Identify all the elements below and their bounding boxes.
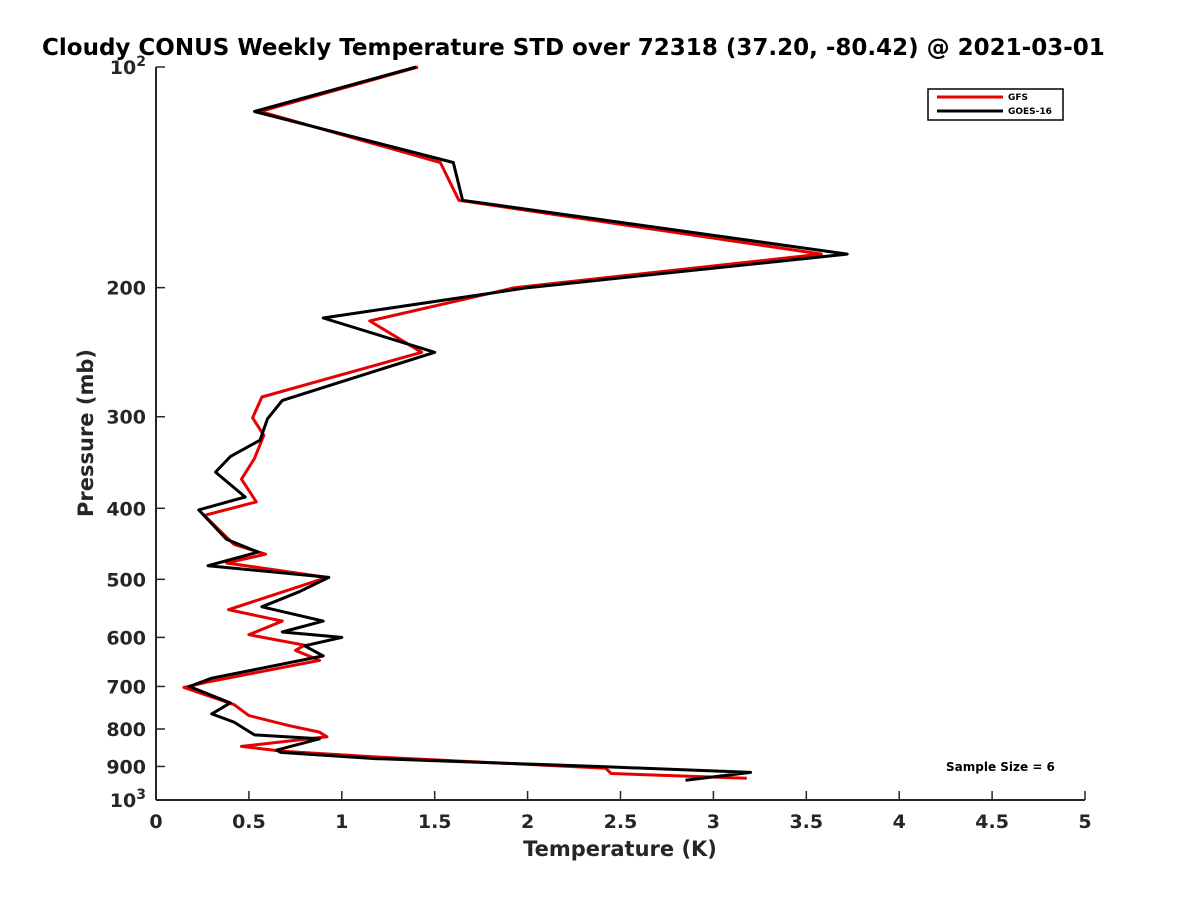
y-tick-label: 800 — [106, 719, 146, 741]
y-tick-label: 600 — [106, 627, 146, 649]
y-tick-label: 200 — [106, 278, 146, 300]
series-line-goes-16 — [187, 65, 849, 782]
x-tick-label: 1 — [335, 811, 348, 833]
legend-label: GFS — [1008, 93, 1028, 103]
x-tick-label: 3 — [707, 811, 720, 833]
series-line-gfs — [182, 65, 823, 780]
y-axis-label: Pressure (mb) — [74, 349, 98, 517]
x-ticks: 0 0.5 1 1.5 2 2.5 3 3.5 4 4.5 5 — [149, 791, 1092, 833]
legend: GFS GOES-16 — [927, 88, 1064, 121]
legend-label: GOES-16 — [1008, 107, 1052, 117]
x-tick-label: 0.5 — [232, 811, 266, 833]
y-tick-label: 500 — [106, 569, 146, 591]
x-tick-label: 1.5 — [418, 811, 452, 833]
x-tick-label: 4.5 — [975, 811, 1009, 833]
x-tick-label: 4 — [893, 811, 906, 833]
y-tick-label: 900 — [106, 756, 146, 778]
y-tick-label: 102 — [110, 54, 146, 79]
x-axis-label: Temperature (K) — [523, 837, 717, 861]
chart-title: Cloudy CONUS Weekly Temperature STD over… — [42, 35, 1105, 61]
y-ticks: 102 200 300 400 500 600 700 800 900 103 — [106, 54, 165, 812]
x-tick-label: 3.5 — [789, 811, 823, 833]
y-tick-label: 400 — [106, 498, 146, 520]
series-layer — [182, 65, 849, 782]
x-tick-label: 2 — [521, 811, 534, 833]
x-tick-label: 5 — [1078, 811, 1091, 833]
legend-box — [927, 88, 1064, 121]
x-tick-label: 0 — [149, 811, 162, 833]
y-tick-label: 300 — [106, 407, 146, 429]
legend-entries: GFS GOES-16 — [937, 93, 1052, 117]
sample-size-annotation: Sample Size = 6 — [946, 760, 1055, 774]
x-tick-label: 2.5 — [604, 811, 638, 833]
y-tick-label: 103 — [110, 787, 146, 812]
y-tick-label: 700 — [106, 676, 146, 698]
